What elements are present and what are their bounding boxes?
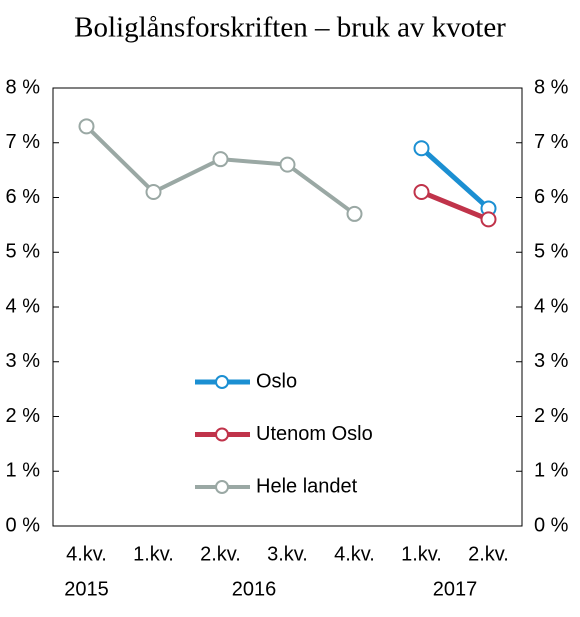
- y-tick-label: 2 %: [6, 405, 41, 427]
- y-tick-label: 7 %: [6, 131, 41, 153]
- series-line: [419, 146, 491, 211]
- point-marker: [78, 118, 95, 135]
- point-marker: [413, 140, 430, 157]
- y2-tick-label: 4 %: [534, 295, 569, 317]
- y2-tick-label: 0 %: [534, 514, 569, 536]
- y2-tick-label: 3 %: [534, 350, 569, 372]
- y2-tick-label: 6 %: [534, 186, 569, 208]
- legend-label: Hele landet: [256, 475, 358, 497]
- x-tick-label: 2.kv.: [200, 543, 241, 565]
- y-tick-label: 1 %: [6, 460, 41, 482]
- legend-label: Utenom Oslo: [256, 423, 373, 445]
- y-tick-label: 6 %: [6, 186, 41, 208]
- point-marker: [346, 205, 363, 222]
- y2-tick-label: 1 %: [534, 460, 569, 482]
- x-tick-label: 3.kv.: [267, 543, 308, 565]
- y2-tick-label: 2 %: [534, 405, 569, 427]
- point-marker: [279, 156, 296, 173]
- point-marker: [145, 184, 162, 201]
- chart-title: Boliglånsforskriften – bruk av kvoter: [74, 12, 506, 44]
- x-group-label: 2015: [64, 578, 109, 600]
- plot-frame: [52, 87, 523, 527]
- y2-tick-label: 5 %: [534, 241, 569, 263]
- series-line: [420, 189, 490, 222]
- series-line: [85, 124, 356, 216]
- legend-label: Oslo: [256, 370, 297, 392]
- x-group-label: 2016: [232, 578, 277, 600]
- legend-marker: [215, 375, 229, 389]
- point-marker: [212, 151, 229, 168]
- x-tick-label: 2.kv.: [468, 543, 509, 565]
- y-tick-label: 3 %: [6, 350, 41, 372]
- x-group-label: 2017: [433, 578, 478, 600]
- x-tick-label: 4.kv.: [66, 543, 107, 565]
- y2-tick-label: 8 %: [534, 76, 569, 98]
- y-tick-label: 5 %: [6, 241, 41, 263]
- x-tick-label: 4.kv.: [334, 543, 375, 565]
- legend-marker: [215, 480, 229, 494]
- y-tick-label: 8 %: [6, 76, 41, 98]
- x-tick-label: 1.kv.: [401, 543, 442, 565]
- y-tick-label: 4 %: [6, 295, 41, 317]
- legend-marker: [215, 427, 229, 442]
- y-tick-label: 0 %: [6, 514, 41, 536]
- point-marker: [480, 211, 497, 228]
- point-marker: [413, 184, 430, 201]
- x-tick-label: 1.kv.: [133, 543, 174, 565]
- y2-tick-label: 7 %: [534, 131, 569, 153]
